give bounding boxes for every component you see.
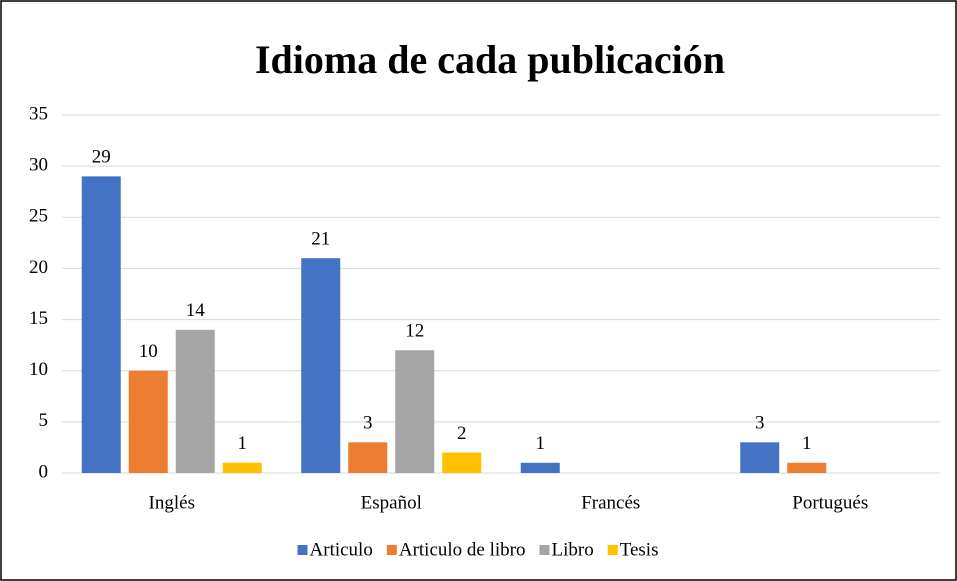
bar [175, 329, 215, 473]
x-tick-label: Español [361, 492, 422, 513]
data-label: 2 [457, 423, 467, 444]
bar [395, 350, 435, 473]
bar [128, 370, 168, 473]
y-tick-label: 35 [29, 103, 48, 124]
data-label: 10 [139, 341, 158, 362]
bar [520, 462, 560, 473]
legend-label: Libro [551, 539, 593, 560]
y-tick-label: 20 [29, 257, 48, 278]
y-tick-label: 30 [29, 155, 48, 176]
y-tick-label: 5 [39, 410, 49, 431]
x-tick-label: Francés [581, 492, 640, 513]
legend-label: Tesis [620, 539, 659, 560]
bar [81, 176, 121, 473]
data-label: 1 [536, 433, 546, 454]
bar [301, 258, 341, 473]
data-label: 3 [363, 413, 373, 434]
data-label: 14 [186, 300, 206, 321]
y-tick-label: 0 [39, 461, 49, 482]
bar [442, 452, 482, 473]
bar [222, 462, 262, 473]
legend-swatch [539, 545, 550, 555]
y-tick-label: 15 [29, 308, 48, 329]
y-tick-label: 25 [29, 206, 48, 227]
data-label: 29 [92, 147, 111, 168]
data-label: 12 [405, 321, 424, 342]
data-label: 21 [311, 229, 330, 250]
bar [348, 442, 388, 473]
legend-label: Articulo de libro [399, 539, 526, 560]
data-label: 1 [802, 433, 812, 454]
y-tick-label: 10 [29, 359, 48, 380]
legend-label: Articulo [310, 539, 373, 560]
data-label: 3 [755, 413, 765, 434]
legend-swatch [297, 545, 308, 555]
data-label: 1 [238, 433, 248, 454]
bar [787, 462, 827, 473]
x-tick-label: Inglés [149, 492, 195, 513]
legend-swatch [386, 545, 397, 555]
x-tick-label: Portugués [792, 492, 868, 513]
chart-title: Idioma de cada publicación [255, 37, 725, 82]
bar [740, 442, 780, 473]
legend-swatch [607, 545, 618, 555]
